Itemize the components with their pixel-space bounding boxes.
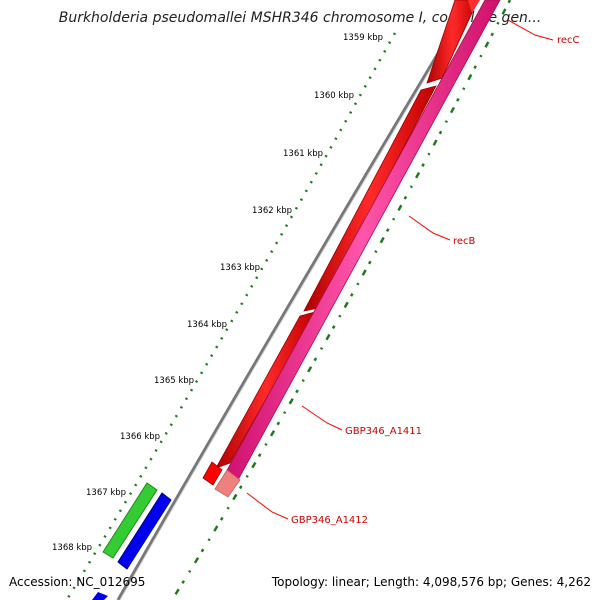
ruler-tick-label: 1366 kbp	[120, 432, 160, 442]
gene-recB-forward[interactable]	[303, 85, 437, 312]
leader-A1411	[301, 405, 343, 431]
gene-label-A1412[interactable]: GBP346_A1412	[291, 515, 368, 526]
ruler-tick-label: 1362 kbp	[252, 206, 292, 216]
gene-label-A1411[interactable]: GBP346_A1411	[345, 426, 422, 437]
gene-A1412-forward[interactable]	[202, 461, 223, 486]
accession-text: Accession: NC_012695	[9, 575, 146, 589]
leader-A1412	[246, 492, 289, 520]
gene-recC-top[interactable]	[468, 0, 480, 13]
ruler-tick-label: 1368 kbp	[52, 543, 92, 553]
leader-recC	[507, 19, 554, 41]
ruler-tick-label: 1367 kbp	[86, 488, 126, 498]
leader-lines	[246, 19, 554, 520]
gene-label-recC[interactable]: recC	[557, 35, 580, 46]
blue-feature[interactable]	[117, 492, 172, 570]
ruler-tick-label: 1359 kbp	[343, 33, 383, 43]
gene-label-recB[interactable]: recB	[453, 236, 476, 247]
gene-A1412-reverse[interactable]	[214, 469, 241, 498]
green-feature[interactable]	[102, 482, 158, 559]
ruler-tick-label: 1360 kbp	[314, 91, 354, 101]
ruler: 1359 kbp 1360 kbp 1361 kbp 1362 kbp 1363…	[52, 33, 383, 553]
ruler-tick-label: 1365 kbp	[154, 376, 194, 386]
backbone-highlight	[119, 0, 473, 600]
gc-track-inner	[170, 0, 512, 600]
backbone-line	[116, 0, 472, 600]
leader-recB	[408, 215, 451, 241]
ruler-tick-label: 1363 kbp	[220, 263, 260, 273]
gene-A1411-forward[interactable]	[215, 311, 316, 469]
map-title: Burkholderia pseudomallei MSHR346 chromo…	[58, 10, 542, 26]
gc-track-outer	[66, 32, 397, 599]
topology-summary: Topology: linear; Length: 4,098,576 bp; …	[271, 575, 591, 589]
ruler-tick-label: 1364 kbp	[187, 320, 227, 330]
ruler-tick-label: 1361 kbp	[283, 149, 323, 159]
blue-feature-bottom[interactable]	[92, 592, 108, 600]
